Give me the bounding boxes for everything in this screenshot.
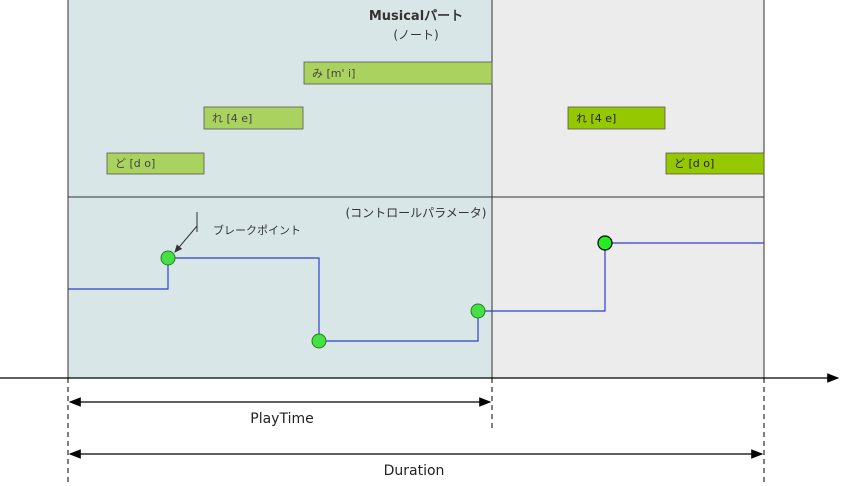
- breakpoint-label: ブレークポイント: [213, 223, 301, 237]
- breakpoint-3: [470, 303, 486, 319]
- note-do-bar: [106, 152, 205, 175]
- played-region: [68, 0, 492, 378]
- note-mi-bar: [303, 61, 493, 85]
- playtime-label: PlayTime: [250, 411, 313, 427]
- note-do-remaining-label: ど [d o]: [674, 157, 714, 170]
- breakpoint-2: [311, 333, 327, 349]
- note-re-remaining-label: れ [4 e]: [576, 112, 616, 125]
- musical-part-subtitle: (ノート): [393, 28, 438, 42]
- control-curve: [68, 242, 764, 342]
- breakpoint-arrow: [174, 225, 198, 253]
- note-re-label: れ [4 e]: [212, 112, 252, 125]
- breakpoint-1: [160, 250, 176, 266]
- control-part-title: (コントロールパラメータ): [345, 206, 486, 220]
- duration-label: Duration: [384, 463, 445, 479]
- note-do-remaining-bar: [665, 152, 765, 175]
- note-do-label: ど [d o]: [115, 157, 155, 170]
- note-re-remaining-bar: [567, 106, 666, 130]
- note-re-bar: [203, 106, 304, 130]
- musical-part-title: Musicalパート: [369, 9, 463, 24]
- remaining-region: [492, 0, 764, 378]
- breakpoint-4: [597, 235, 613, 251]
- note-mi-label: み [m' i]: [312, 67, 355, 80]
